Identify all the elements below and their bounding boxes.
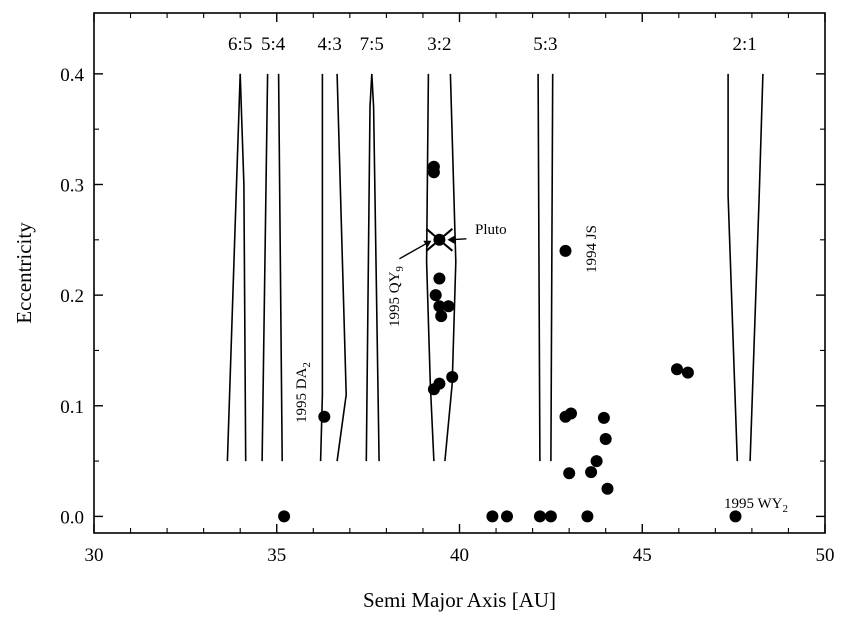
data-point [446,371,459,383]
data-point [429,289,442,302]
data-point [433,300,446,313]
annotation-text: 1994 JS [584,225,600,273]
data-point [681,366,694,379]
y-tick-label: 0.2 [60,286,84,307]
resonance-label: 2:1 [732,34,756,55]
resonance-boundary-6:5-left [226,73,241,462]
plot-frame [93,12,826,534]
data-point [581,510,594,523]
x-tick-label: 35 [267,545,286,566]
annotation-sub: 9 [394,266,406,272]
tick-labels: 30 35 40 45 50 0.0 0.1 0.2 0.3 0.4 [60,65,834,566]
data-point [501,510,513,523]
resonance-boundary-7:5-left [365,73,373,462]
data-points [278,160,742,523]
y-tick-label: 0.3 [60,175,84,196]
annotation-text: 1995 WY [724,496,783,512]
ticks [93,13,826,533]
resonance-label: 4:3 [318,34,342,55]
data-point [318,410,331,423]
qy9-arrow-line [399,241,430,260]
data-point [533,510,546,523]
data-point [599,433,612,445]
data-point [442,300,455,313]
annotation-text: 1995 DA [294,367,310,423]
data-point [486,510,499,523]
pluto-cross-line [425,228,454,252]
annotation-1994-js: 1994 JS [584,225,600,273]
resonance-boundary-5:3-right [550,73,554,462]
pluto-label: Pluto [475,222,507,238]
y-tick-label: 0.4 [60,65,84,86]
resonance-boundary-3:2-left [425,73,435,462]
data-point [601,482,614,495]
data-point [435,310,448,323]
annotation-1995-qy9: 1995 QY9 [387,266,406,327]
pluto-marker [399,228,467,260]
resonance-boundary-4:3-left [319,73,324,462]
x-axis-title: Semi Major Axis [AU] [363,588,556,612]
resonance-labels: 6:5 5:4 4:3 7:5 3:2 5:3 2:1 [228,34,757,55]
pluto-arrow-head [447,235,455,244]
resonance-boundary-5:4-right [277,73,283,462]
resonance-boundary-6:5-right [239,73,247,462]
data-point [671,363,683,376]
data-point [597,411,610,424]
resonance-boundary-4:3-right [336,73,348,462]
y-axis-title: Eccentricity [12,222,36,324]
y-tick-label: 0.0 [60,507,84,528]
x-tick-label: 45 [633,545,652,566]
resonance-label: 5:4 [261,34,286,55]
resonance-boundary-2:1-left [727,73,739,462]
annotation-1995-wy2: 1995 WY2 [724,496,788,515]
resonance-label: 6:5 [228,34,252,55]
data-point [427,166,440,179]
data-point [433,377,446,390]
annotation-1995-da2: 1995 DA2 [294,362,313,423]
resonance-label: 3:2 [427,34,451,55]
resonance-boundaries [226,73,764,462]
y-tick-label: 0.1 [60,397,84,418]
qy9-arrow-head [423,240,432,248]
x-tick-label: 30 [85,545,104,566]
data-point [563,467,576,480]
annotation-text: 1995 QY [387,271,403,327]
data-point [433,272,446,285]
data-point [590,455,603,468]
resonance-boundary-3:2-right [444,73,457,462]
annotation-sub: 2 [782,503,788,515]
data-point [278,510,291,523]
data-point [729,510,742,523]
resonance-label: 7:5 [360,34,384,55]
data-point [585,466,598,479]
resonance-boundary-5:4-left [261,73,269,462]
annotation-sub: 2 [301,362,313,368]
resonance-boundary-2:1-right [749,73,764,462]
resonance-label: 5:3 [533,34,557,55]
x-tick-label: 50 [816,545,835,566]
data-point [559,244,572,257]
resonance-boundary-5:3-left [537,73,541,462]
data-point [565,407,577,420]
x-tick-label: 40 [450,545,469,566]
data-point [544,510,557,523]
resonance-boundary-7:5-right [371,73,380,462]
